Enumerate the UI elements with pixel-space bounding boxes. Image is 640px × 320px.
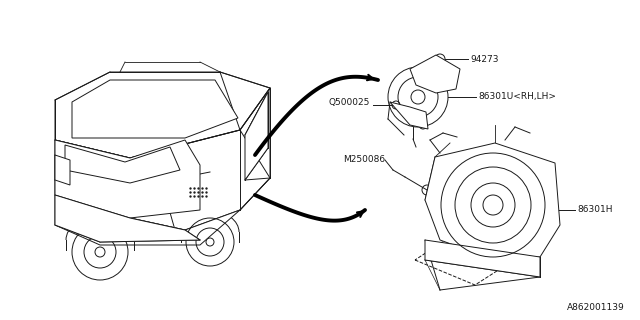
Polygon shape [55,72,270,158]
Circle shape [411,90,425,104]
Polygon shape [65,145,180,183]
Text: 94273: 94273 [470,54,499,63]
Polygon shape [55,130,270,230]
Polygon shape [55,140,200,218]
Polygon shape [72,80,238,138]
Circle shape [95,247,105,257]
Polygon shape [410,55,460,93]
Text: A862001139: A862001139 [567,303,625,312]
Polygon shape [390,102,428,129]
Circle shape [206,238,214,246]
Polygon shape [240,88,270,210]
Polygon shape [55,195,200,242]
Text: 86301U<RH,LH>: 86301U<RH,LH> [478,92,556,101]
Polygon shape [425,143,560,260]
Polygon shape [245,92,268,180]
Polygon shape [55,155,70,185]
Circle shape [483,195,503,215]
Text: 86301H: 86301H [577,205,612,214]
Text: M250086: M250086 [343,156,385,164]
Polygon shape [425,240,540,277]
Text: Q500025: Q500025 [328,98,370,107]
Polygon shape [55,195,240,245]
